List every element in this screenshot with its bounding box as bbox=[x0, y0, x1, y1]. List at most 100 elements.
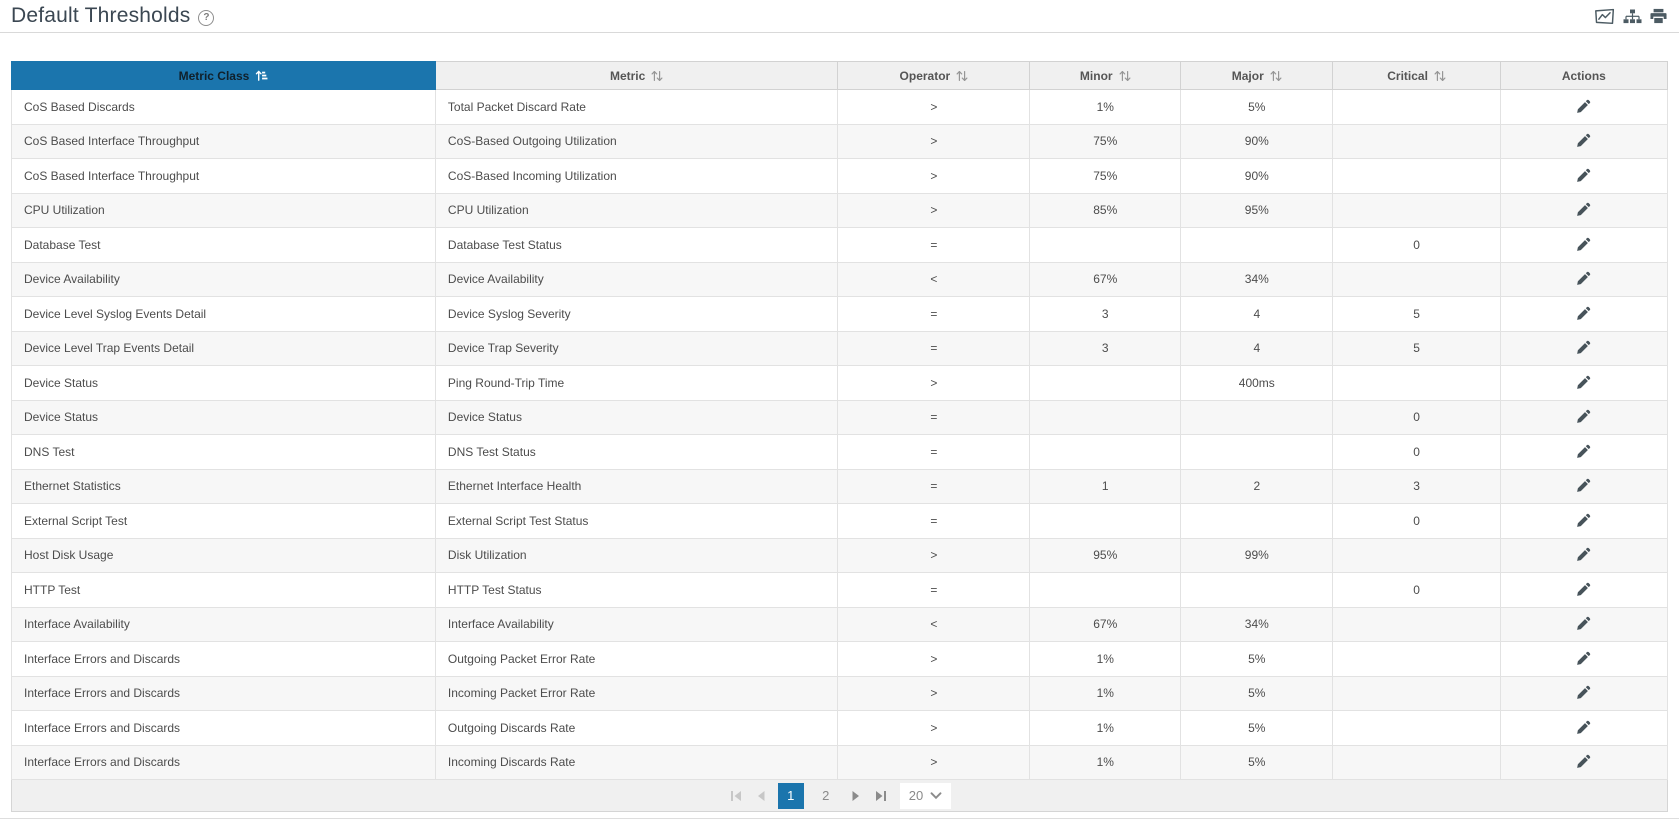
column-label: Critical bbox=[1387, 68, 1428, 83]
sitemap-icon[interactable] bbox=[1623, 9, 1642, 24]
edit-threshold-button[interactable] bbox=[1570, 131, 1597, 150]
edit-threshold-button[interactable] bbox=[1570, 476, 1597, 495]
major-cell: 95% bbox=[1180, 193, 1334, 228]
operator-cell: < bbox=[837, 262, 1031, 297]
next-page-button[interactable] bbox=[848, 790, 864, 802]
minor-cell: 1% bbox=[1029, 676, 1182, 711]
sort-both-icon bbox=[1119, 70, 1131, 81]
metric-cell: External Script Test Status bbox=[434, 503, 839, 539]
pagination-bar: 1 2 20 bbox=[11, 780, 1668, 812]
edit-threshold-button[interactable] bbox=[1570, 407, 1597, 426]
column-header-major[interactable]: Major bbox=[1180, 61, 1334, 90]
edit-threshold-button[interactable] bbox=[1570, 511, 1597, 530]
operator-cell: = bbox=[837, 434, 1031, 470]
metric-cell: CoS-Based Incoming Utilization bbox=[434, 158, 839, 194]
column-label: Operator bbox=[899, 68, 951, 83]
metric-cell: Device Status bbox=[434, 400, 839, 435]
edit-threshold-button[interactable] bbox=[1570, 442, 1597, 461]
column-header-critical[interactable]: Critical bbox=[1332, 61, 1501, 90]
critical-cell bbox=[1332, 124, 1501, 159]
actions-cell bbox=[1499, 641, 1669, 677]
major-cell: 99% bbox=[1180, 538, 1334, 573]
email-graph-icon[interactable] bbox=[1594, 8, 1615, 25]
operator-cell: = bbox=[837, 572, 1031, 608]
metric-cell: CPU Utilization bbox=[434, 193, 839, 228]
page-button-1[interactable]: 1 bbox=[777, 782, 804, 809]
critical-cell bbox=[1332, 538, 1501, 573]
edit-pencil-icon bbox=[1577, 686, 1591, 700]
edit-threshold-button[interactable] bbox=[1570, 269, 1597, 288]
edit-threshold-button[interactable] bbox=[1570, 683, 1597, 702]
sort-both-icon bbox=[651, 70, 663, 81]
edit-pencil-icon bbox=[1577, 479, 1591, 493]
edit-pencil-icon bbox=[1577, 134, 1591, 148]
sort-both-icon bbox=[1270, 70, 1282, 81]
edit-threshold-button[interactable] bbox=[1570, 614, 1597, 633]
edit-threshold-button[interactable] bbox=[1570, 718, 1597, 737]
metric-class-cell: Database Test bbox=[11, 227, 436, 263]
column-header-metric-class[interactable]: Metric Class bbox=[11, 61, 436, 90]
major-cell: 5% bbox=[1180, 745, 1334, 780]
edit-pencil-icon bbox=[1577, 99, 1591, 113]
actions-cell bbox=[1499, 227, 1669, 263]
critical-cell: 0 bbox=[1332, 227, 1501, 263]
page-size-select[interactable]: 20 bbox=[899, 782, 952, 809]
column-header-operator[interactable]: Operator bbox=[837, 61, 1031, 90]
edit-threshold-button[interactable] bbox=[1570, 580, 1597, 599]
table-row: Device Status Ping Round-Trip Time >400ms bbox=[11, 365, 1669, 401]
column-header-metric[interactable]: Metric bbox=[434, 61, 839, 90]
edit-threshold-button[interactable] bbox=[1570, 373, 1597, 392]
first-page-button[interactable] bbox=[728, 790, 744, 802]
edit-threshold-button[interactable] bbox=[1570, 338, 1597, 357]
metric-cell: Ping Round-Trip Time bbox=[434, 365, 839, 401]
actions-cell bbox=[1499, 572, 1669, 608]
print-icon[interactable] bbox=[1650, 8, 1667, 24]
major-cell: 400ms bbox=[1180, 365, 1334, 401]
metric-cell: Device Syslog Severity bbox=[434, 296, 839, 332]
metric-cell: Interface Availability bbox=[434, 607, 839, 642]
major-cell: 4 bbox=[1180, 331, 1334, 366]
minor-cell: 1% bbox=[1029, 745, 1182, 780]
minor-cell: 1% bbox=[1029, 710, 1182, 746]
minor-cell bbox=[1029, 434, 1182, 470]
prev-page-icon bbox=[757, 790, 765, 801]
edit-threshold-button[interactable] bbox=[1570, 97, 1597, 116]
edit-threshold-button[interactable] bbox=[1570, 235, 1597, 254]
metric-class-cell: Device Status bbox=[11, 400, 436, 435]
critical-cell: 0 bbox=[1332, 434, 1501, 470]
operator-cell: < bbox=[837, 607, 1031, 642]
prev-page-button[interactable] bbox=[753, 790, 769, 802]
edit-threshold-button[interactable] bbox=[1570, 545, 1597, 564]
column-label: Metric Class bbox=[178, 68, 250, 83]
critical-cell bbox=[1332, 365, 1501, 401]
operator-cell: > bbox=[837, 710, 1031, 746]
edit-threshold-button[interactable] bbox=[1570, 304, 1597, 323]
edit-threshold-button[interactable] bbox=[1570, 200, 1597, 219]
metric-class-cell: External Script Test bbox=[11, 503, 436, 539]
table-row: Interface Availability Interface Availabi… bbox=[11, 607, 1669, 642]
column-header-minor[interactable]: Minor bbox=[1029, 61, 1182, 90]
critical-cell bbox=[1332, 262, 1501, 297]
help-icon[interactable]: ? bbox=[198, 9, 215, 26]
edit-threshold-button[interactable] bbox=[1570, 166, 1597, 185]
actions-cell bbox=[1499, 262, 1669, 297]
table-row: CoS Based Discards Total Packet Discard R… bbox=[11, 89, 1669, 125]
metric-cell: Ethernet Interface Health bbox=[434, 469, 839, 504]
last-page-button[interactable] bbox=[873, 790, 889, 802]
actions-cell bbox=[1499, 469, 1669, 504]
critical-cell: 0 bbox=[1332, 400, 1501, 435]
header-toolbar bbox=[1594, 8, 1667, 25]
table-row: Ethernet Statistics Ethernet Interface He… bbox=[11, 469, 1669, 504]
critical-cell: 0 bbox=[1332, 503, 1501, 539]
edit-pencil-icon bbox=[1577, 168, 1591, 182]
actions-cell bbox=[1499, 124, 1669, 159]
metric-class-cell: Interface Errors and Discards bbox=[11, 745, 436, 780]
critical-cell bbox=[1332, 676, 1501, 711]
page-button-2[interactable]: 2 bbox=[822, 788, 830, 803]
table-row: Database Test Database Test Status = 0 bbox=[11, 227, 1669, 263]
critical-cell bbox=[1332, 158, 1501, 194]
edit-threshold-button[interactable] bbox=[1570, 649, 1597, 668]
edit-threshold-button[interactable] bbox=[1570, 752, 1597, 771]
edit-pencil-icon bbox=[1577, 306, 1591, 320]
critical-cell: 5 bbox=[1332, 296, 1501, 332]
